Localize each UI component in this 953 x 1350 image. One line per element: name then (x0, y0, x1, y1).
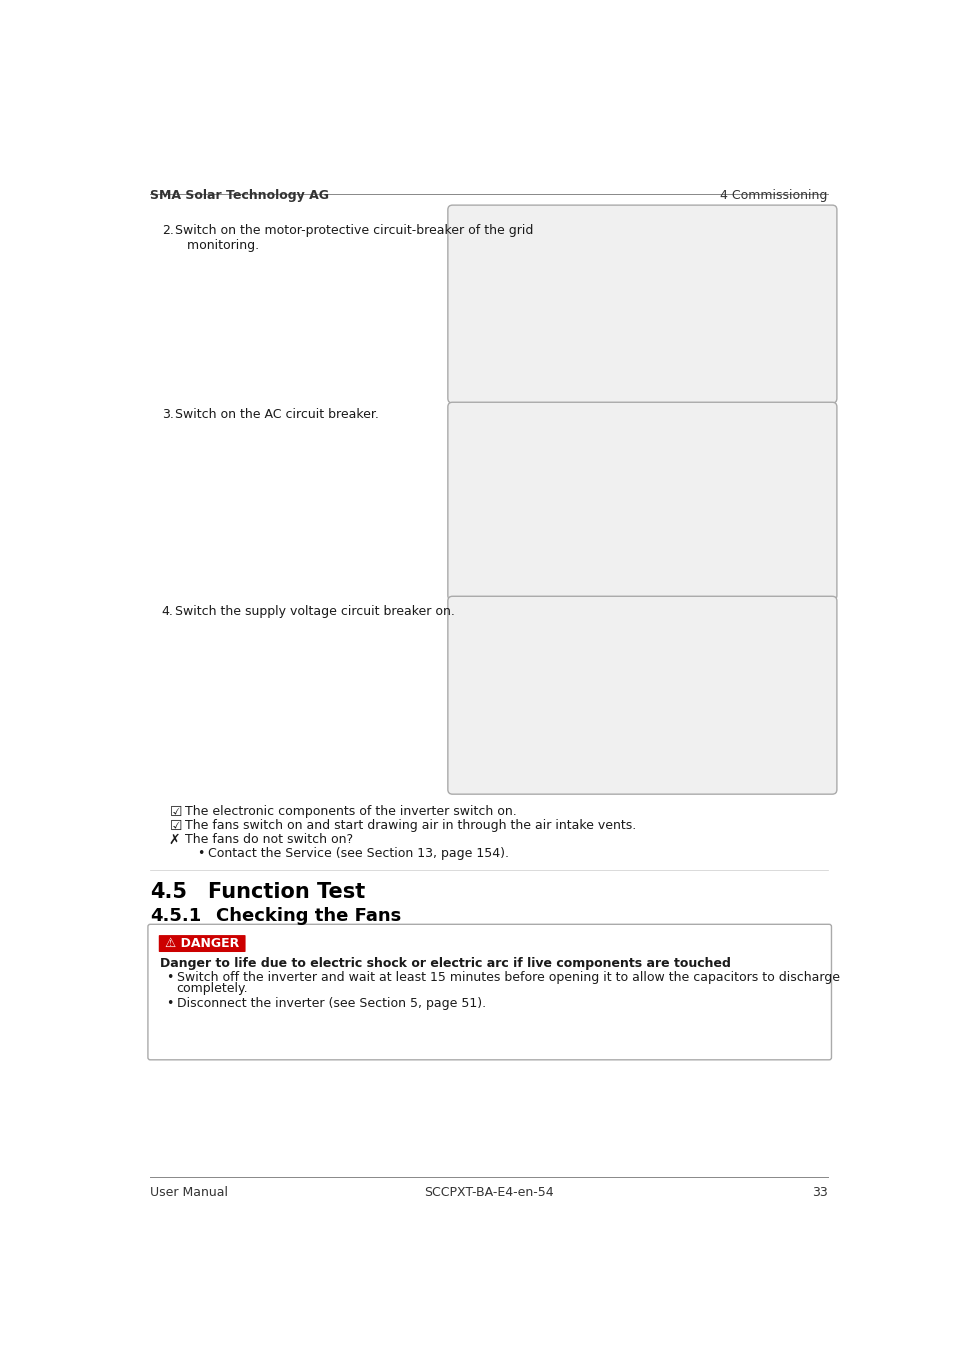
Text: Disconnect the inverter (see Section 5, page 51).: Disconnect the inverter (see Section 5, … (176, 998, 485, 1010)
Text: ☑: ☑ (170, 819, 182, 833)
Text: •: • (166, 971, 172, 984)
Text: ⚠ DANGER: ⚠ DANGER (165, 937, 239, 950)
Text: ✗: ✗ (168, 833, 179, 846)
Text: 4.5: 4.5 (150, 882, 187, 902)
FancyBboxPatch shape (447, 402, 836, 601)
Text: ☑: ☑ (170, 805, 182, 819)
Text: 4.: 4. (162, 605, 173, 618)
Text: 3.: 3. (162, 409, 173, 421)
Text: Switch on the AC circuit breaker.: Switch on the AC circuit breaker. (174, 409, 378, 421)
Text: completely.: completely. (176, 981, 248, 995)
Text: Danger to life due to electric shock or electric arc if live components are touc: Danger to life due to electric shock or … (159, 957, 730, 971)
Text: 2.: 2. (162, 224, 173, 236)
FancyBboxPatch shape (447, 597, 836, 794)
Text: Function Test: Function Test (208, 882, 365, 902)
Text: •: • (166, 998, 172, 1010)
Text: Switch the supply voltage circuit breaker on.: Switch the supply voltage circuit breake… (174, 605, 455, 618)
Text: The fans switch on and start drawing air in through the air intake vents.: The fans switch on and start drawing air… (185, 819, 636, 832)
Text: SMA Solar Technology AG: SMA Solar Technology AG (150, 189, 329, 202)
Text: The electronic components of the inverter switch on.: The electronic components of the inverte… (185, 805, 517, 818)
Text: Switch off the inverter and wait at least 15 minutes before opening it to allow : Switch off the inverter and wait at leas… (176, 971, 839, 984)
Text: •: • (196, 846, 204, 860)
Text: SCCPXT-BA-E4-en-54: SCCPXT-BA-E4-en-54 (424, 1187, 553, 1199)
FancyBboxPatch shape (148, 925, 831, 1060)
FancyBboxPatch shape (158, 936, 245, 952)
FancyBboxPatch shape (447, 205, 836, 404)
Text: Switch on the motor-protective circuit-breaker of the grid
   monitoring.: Switch on the motor-protective circuit-b… (174, 224, 533, 251)
Text: 4 Commissioning: 4 Commissioning (720, 189, 827, 202)
Text: Contact the Service (see Section 13, page 154).: Contact the Service (see Section 13, pag… (208, 846, 509, 860)
Text: User Manual: User Manual (150, 1187, 228, 1199)
Text: 4.5.1: 4.5.1 (150, 907, 201, 925)
Text: The fans do not switch on?: The fans do not switch on? (185, 833, 353, 845)
Text: Checking the Fans: Checking the Fans (216, 907, 401, 925)
Text: 33: 33 (811, 1187, 827, 1199)
